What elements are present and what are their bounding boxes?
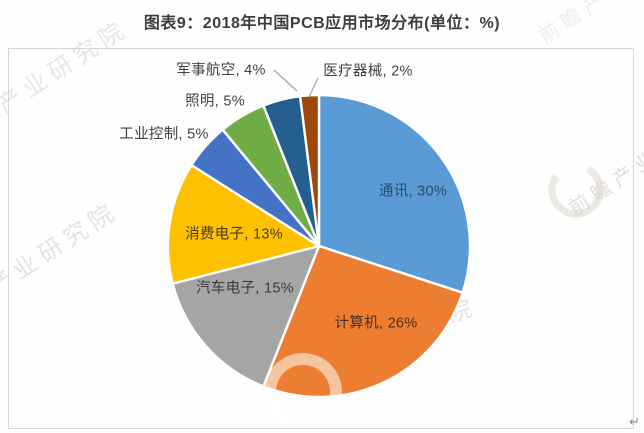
pie-label-industrial-control: 工业控制, 5% <box>119 126 209 143</box>
paragraph-return-mark: ↵ <box>629 414 640 429</box>
chart-title: 图表9：2018年中国PCB应用市场分布(单位：%) <box>143 15 501 32</box>
pie-label-communications: 通讯, 30% <box>378 183 448 200</box>
leader-line-medical-devices <box>308 77 319 98</box>
pie-label-consumer-electronics: 消费电子, 13% <box>185 226 283 243</box>
watermark-logo-swoosh-right <box>548 162 604 218</box>
pie-slices <box>166 93 472 399</box>
pie-slice-consumer-electronics <box>166 163 321 285</box>
pie-slice-automotive-electronics <box>171 244 321 388</box>
plot-area-border <box>8 48 634 429</box>
pie-label-computers: 计算机, 26% <box>334 315 418 332</box>
pie-label-military-aerospace: 军事航空, 4% <box>176 62 266 79</box>
pie-label-lighting: 照明, 5% <box>185 93 245 110</box>
pie-label-medical-devices: 医疗器械, 2% <box>323 63 413 80</box>
pie-label-automotive-electronics: 汽车电子, 15% <box>196 280 294 297</box>
watermark-logo-swoosh-bottom <box>264 353 343 431</box>
pie-slice-communications <box>317 93 472 294</box>
leader-line-military-aerospace <box>273 69 298 92</box>
